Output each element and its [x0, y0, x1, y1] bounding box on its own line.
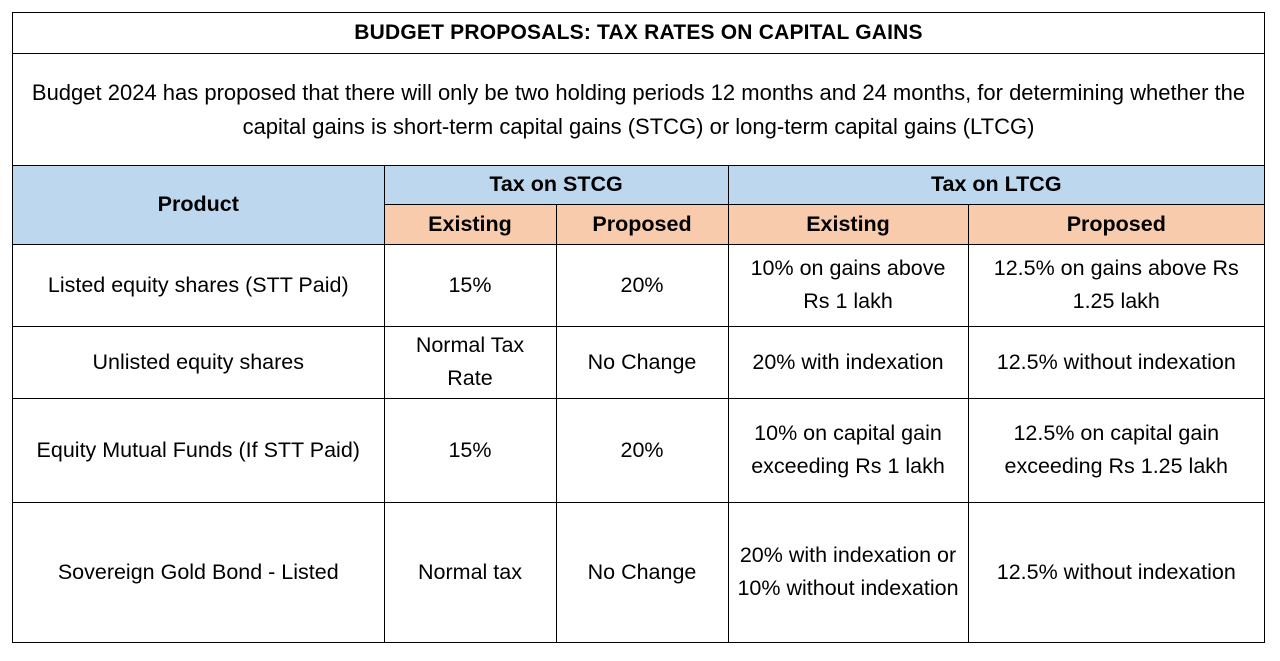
ltcg-existing-cell: 20% with indexation — [727, 325, 969, 399]
ltcg-existing-cell: 20% with indexation or 10% without index… — [727, 501, 969, 642]
table-row: Sovereign Gold Bond - Listed Normal tax … — [13, 501, 1265, 642]
stcg-header: Tax on STCG — [383, 166, 729, 205]
table-row: Unlisted equity shares Normal Tax Rate N… — [13, 325, 1265, 399]
document-title: BUDGET PROPOSALS: TAX RATES ON CAPITAL G… — [13, 13, 1264, 54]
stcg-proposed-cell: No Change — [555, 501, 729, 642]
ltcg-header: Tax on LTCG — [727, 166, 1265, 205]
stcg-existing-cell: 15% — [383, 397, 557, 503]
product-cell: Listed equity shares (STT Paid) — [13, 243, 385, 327]
stcg-proposed-cell: 20% — [555, 243, 729, 327]
table-row: Equity Mutual Funds (If STT Paid) 15% 20… — [13, 397, 1265, 503]
intro-paragraph: Budget 2024 has proposed that there will… — [13, 54, 1264, 166]
tax-rates-document: BUDGET PROPOSALS: TAX RATES ON CAPITAL G… — [12, 12, 1265, 643]
header-row-periods: Existing Proposed Existing Proposed — [13, 203, 1265, 245]
header-row-groups: Product Tax on STCG Tax on LTCG — [13, 166, 1265, 245]
ltcg-existing-cell: 10% on capital gain exceeding Rs 1 lakh — [727, 397, 969, 503]
product-cell: Equity Mutual Funds (If STT Paid) — [13, 397, 385, 503]
stcg-existing-cell: 15% — [383, 243, 557, 327]
product-header: Product — [13, 166, 385, 245]
stcg-proposed-header: Proposed — [555, 203, 729, 245]
stcg-existing-cell: Normal Tax Rate — [383, 325, 557, 399]
stcg-proposed-cell: 20% — [555, 397, 729, 503]
product-cell: Sovereign Gold Bond - Listed — [13, 501, 385, 642]
stcg-existing-header: Existing — [384, 203, 557, 245]
ltcg-proposed-cell: 12.5% on capital gain exceeding Rs 1.25 … — [967, 397, 1265, 503]
ltcg-proposed-cell: 12.5% on gains above Rs 1.25 lakh — [967, 243, 1265, 327]
stcg-proposed-cell: No Change — [555, 325, 729, 399]
capital-gains-table: Product Tax on STCG Tax on LTCG Existing… — [13, 166, 1265, 642]
stcg-existing-cell: Normal tax — [383, 501, 557, 642]
table-row: Listed equity shares (STT Paid) 15% 20% … — [13, 243, 1265, 327]
product-cell: Unlisted equity shares — [13, 325, 385, 399]
ltcg-existing-cell: 10% on gains above Rs 1 lakh — [727, 243, 969, 327]
ltcg-proposed-header: Proposed — [967, 203, 1265, 245]
ltcg-existing-header: Existing — [727, 203, 969, 245]
ltcg-proposed-cell: 12.5% without indexation — [967, 501, 1265, 642]
ltcg-proposed-cell: 12.5% without indexation — [967, 325, 1265, 399]
